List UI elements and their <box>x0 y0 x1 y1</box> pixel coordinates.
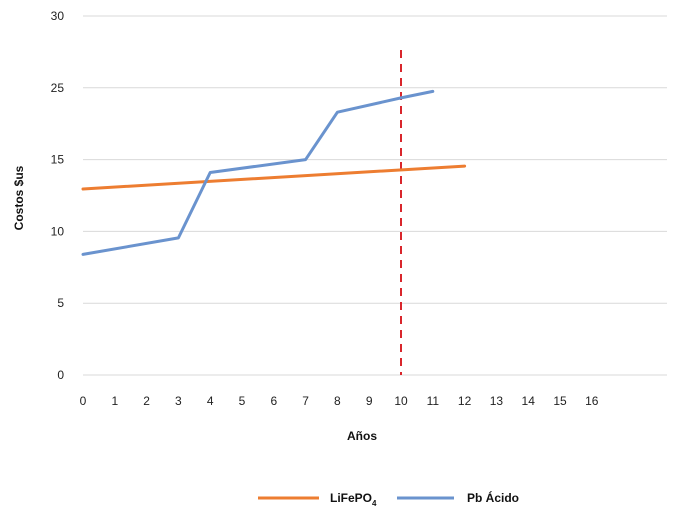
series-lines <box>81 89 467 256</box>
legend: LiFePO4 Pb Ácido <box>258 490 519 508</box>
x-tick-label: 3 <box>175 394 182 408</box>
x-tick-label: 1 <box>111 394 118 408</box>
y-tick-label: 15 <box>51 153 65 167</box>
y-tick-label: 0 <box>57 368 64 382</box>
x-tick-label: 8 <box>334 394 341 408</box>
x-tick-label: 7 <box>302 394 309 408</box>
x-tick-label: 2 <box>143 394 150 408</box>
x-tick-label: 9 <box>366 394 373 408</box>
y-axis-title: Costos $us <box>12 165 26 230</box>
y-tick-label: 30 <box>51 9 65 23</box>
x-tick-label: 11 <box>427 394 440 408</box>
x-axis-title: Años <box>347 429 377 443</box>
series-line-lifepo4 <box>81 164 467 191</box>
x-tick-label: 10 <box>394 394 408 408</box>
gridlines <box>83 15 667 376</box>
x-tick-label: 5 <box>239 394 246 408</box>
x-tick-labels: 0 1 2 3 4 5 6 7 8 9 10 11 12 13 14 15 16 <box>80 394 599 408</box>
series-line-pb-acido <box>81 89 435 256</box>
legend-label: Pb Ácido <box>467 490 519 505</box>
y-tick-label: 5 <box>57 296 64 310</box>
y-tick-label: 10 <box>51 224 65 238</box>
x-tick-label: 13 <box>490 394 504 408</box>
x-tick-label: 0 <box>80 394 87 408</box>
y-tick-labels: 0 5 10 15 25 30 <box>51 9 65 382</box>
x-tick-label: 6 <box>270 394 277 408</box>
x-tick-label: 14 <box>522 394 536 408</box>
x-tick-label: 15 <box>553 394 567 408</box>
y-tick-label: 25 <box>51 81 65 95</box>
x-tick-label: 4 <box>207 394 214 408</box>
x-tick-label: 16 <box>585 394 599 408</box>
x-tick-label: 12 <box>458 394 472 408</box>
legend-label: LiFePO4 <box>330 491 377 506</box>
